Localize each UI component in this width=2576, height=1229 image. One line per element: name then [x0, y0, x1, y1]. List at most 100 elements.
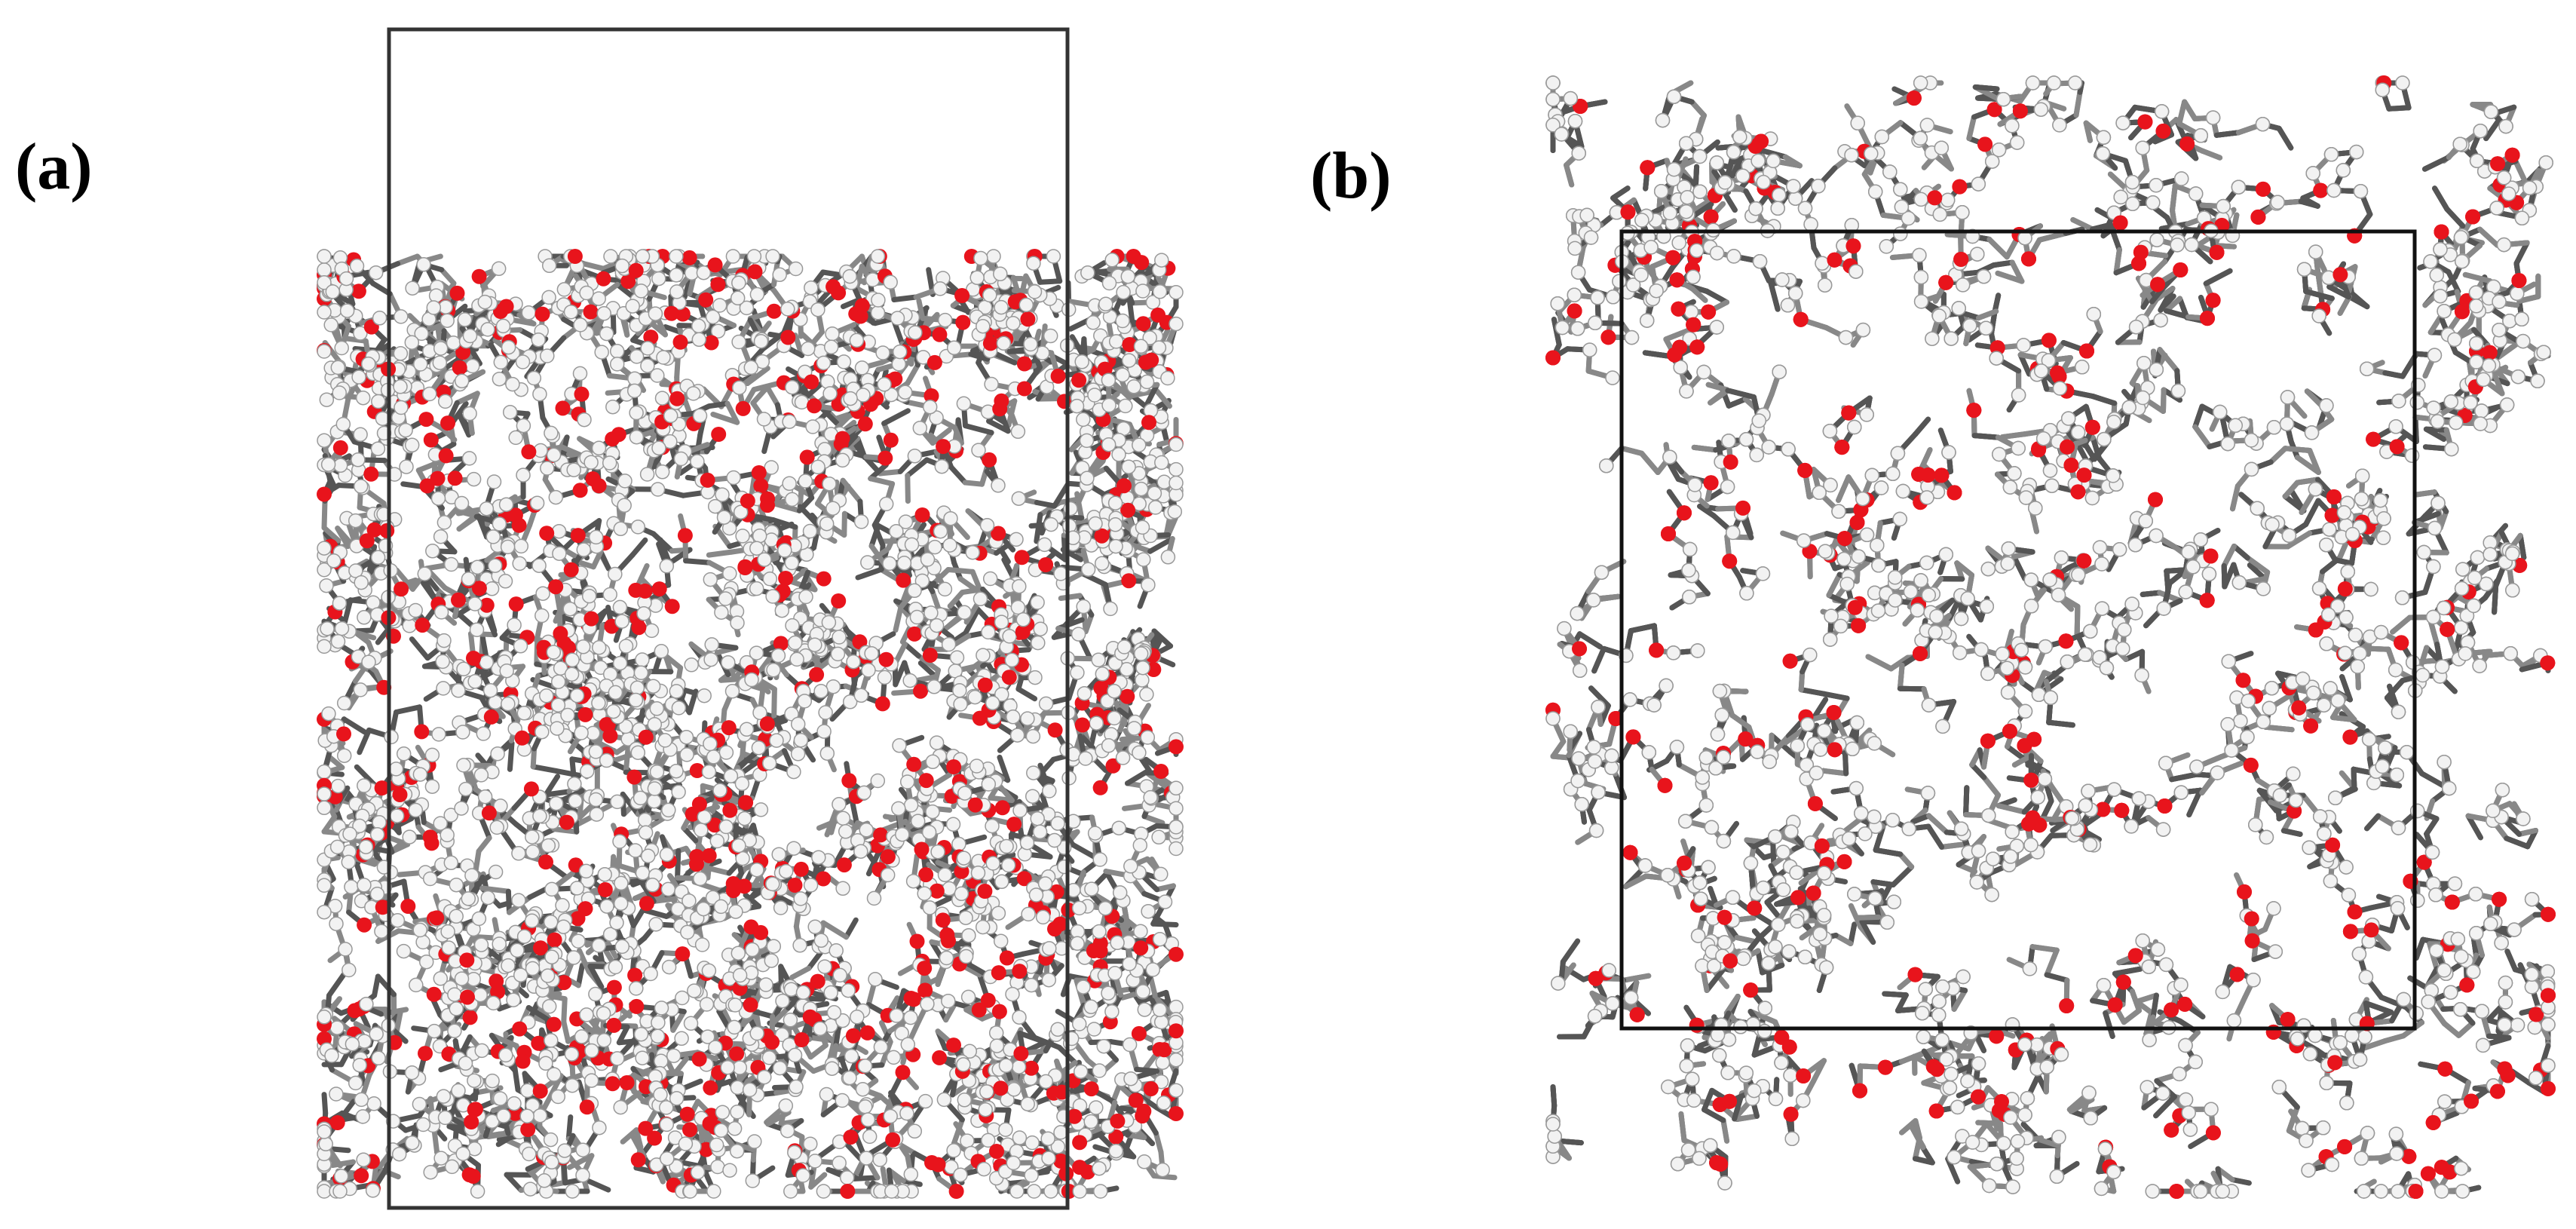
bond [868, 523, 881, 549]
hydrogen-atom [628, 843, 643, 858]
hydrogen-atom [396, 746, 412, 762]
hydrogen-atom [317, 764, 332, 780]
bond [409, 636, 430, 661]
bond [706, 549, 734, 558]
bond [893, 605, 904, 633]
bond [1141, 814, 1165, 826]
hydrogen-atom [832, 797, 847, 812]
bond [1035, 396, 1061, 402]
bond [952, 424, 964, 446]
bond [498, 827, 519, 854]
bond [326, 972, 347, 998]
bond [905, 457, 930, 479]
bond [629, 537, 648, 558]
hydrogen-atom [466, 471, 482, 487]
bond [868, 476, 896, 487]
bond [751, 380, 783, 393]
bond [485, 1130, 511, 1139]
bond [801, 379, 825, 403]
bond [764, 385, 780, 408]
hydrogen-atom [870, 773, 886, 789]
bond [375, 973, 397, 998]
bond [706, 400, 731, 409]
hydrogen-atom [424, 779, 440, 794]
bond [844, 917, 859, 940]
bond [476, 835, 492, 854]
bond [372, 973, 381, 998]
bond [565, 1114, 574, 1142]
hydrogen-atom [317, 904, 332, 920]
bond [335, 526, 352, 545]
bond [851, 1175, 881, 1181]
bond [342, 336, 369, 344]
bond [881, 408, 911, 426]
bond [1034, 500, 1058, 509]
bond [580, 261, 606, 271]
hydrogen-atom [1094, 556, 1110, 571]
bond [818, 404, 840, 427]
bond [1037, 278, 1063, 285]
hydrogen-atom [669, 268, 684, 283]
bond [916, 298, 926, 321]
bond [789, 965, 812, 980]
hydrogen-atom [338, 942, 353, 957]
bond [683, 558, 712, 565]
bond [525, 1005, 550, 1022]
hydrogen-atom [329, 916, 344, 931]
bond [945, 567, 976, 575]
bond [878, 468, 903, 477]
bond [820, 920, 849, 940]
hydrogen-atom [317, 800, 332, 816]
hydrogen-atom [647, 793, 662, 809]
bond [321, 498, 328, 531]
bond [561, 996, 568, 1025]
bond [1153, 1130, 1164, 1155]
oxygen-atom [930, 1157, 946, 1172]
bond [905, 362, 920, 386]
bond [1015, 686, 1038, 702]
bond [530, 764, 559, 774]
oxygen-atom [948, 1184, 964, 1199]
bond [623, 746, 631, 775]
bond [771, 686, 777, 719]
oxygen-atom [329, 1115, 345, 1130]
bond [943, 1001, 958, 1023]
bond [1058, 593, 1083, 601]
bond [530, 746, 538, 770]
bond [750, 385, 770, 406]
hydrogen-atom [789, 1079, 804, 1095]
hydrogen-atom [772, 1060, 788, 1076]
hydrogen-atom [329, 1086, 344, 1102]
bond [841, 510, 847, 538]
hydrogen-atom [357, 610, 372, 625]
bond [394, 704, 423, 715]
bond [778, 964, 792, 985]
bond [439, 267, 457, 287]
bond [504, 1172, 524, 1193]
hydrogen-atom [825, 326, 840, 342]
bond [456, 513, 479, 532]
bond [963, 423, 994, 436]
hydrogen-atom [772, 267, 787, 283]
bond [370, 280, 393, 297]
bond [962, 480, 985, 487]
hydrogen-atom [946, 1143, 961, 1158]
bond [507, 740, 515, 772]
bond [807, 1042, 829, 1060]
bond [395, 253, 421, 267]
hydrogen-atom [872, 1152, 887, 1167]
bond [891, 294, 919, 302]
bond [852, 1158, 865, 1180]
bond [561, 1019, 571, 1044]
hydrogen-atom [788, 261, 804, 277]
oxygen-atom [913, 683, 928, 699]
oxygen-atom [682, 250, 697, 265]
bond [1153, 388, 1172, 409]
bond [575, 963, 585, 988]
bond [948, 464, 968, 486]
bond [651, 896, 678, 904]
bond [511, 1062, 521, 1093]
bond [473, 848, 482, 872]
